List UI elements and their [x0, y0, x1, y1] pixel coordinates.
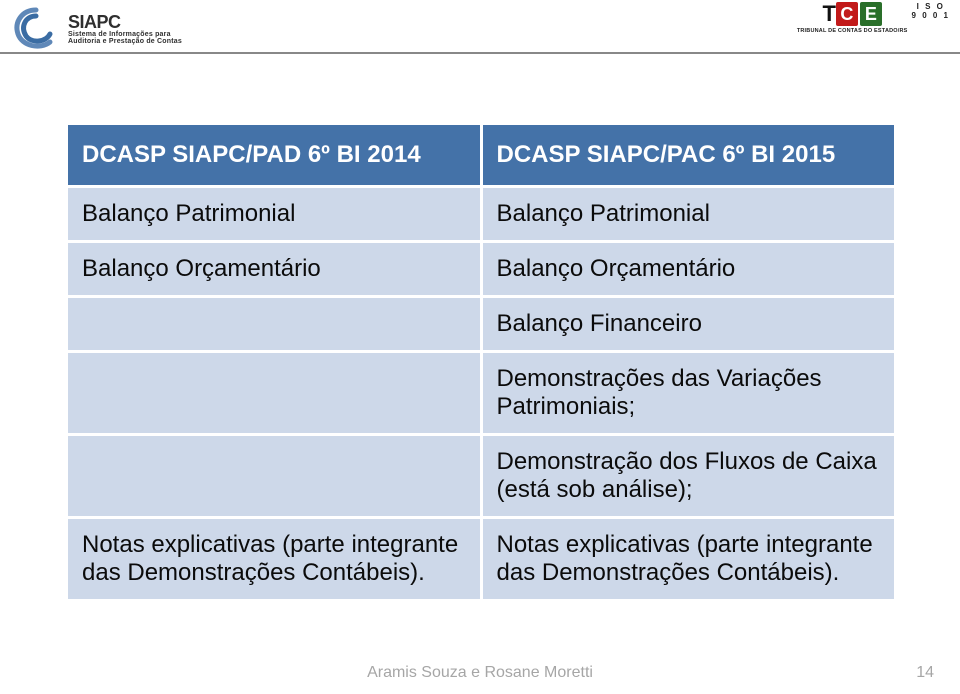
table-row: Notas explicativas (parte integrante das… [68, 518, 894, 600]
siapc-swirl-icon [12, 6, 60, 52]
tce-logo-main: T C E TRIBUNAL DE CONTAS DO ESTADO/RS [797, 2, 908, 34]
tce-t-letter: T [822, 2, 833, 26]
siapc-text: SIAPC Sistema de Informações para Audito… [68, 13, 182, 45]
header-divider [0, 52, 960, 54]
siapc-logo: SIAPC Sistema de Informações para Audito… [12, 6, 182, 52]
table-cell [68, 297, 481, 352]
table-cell: Notas explicativas (parte integrante das… [481, 518, 894, 600]
iso-badge: I S O 9 0 0 1 [912, 2, 950, 20]
table-cell: Notas explicativas (parte integrante das… [68, 518, 481, 600]
tce-e-letter: E [860, 2, 882, 26]
tce-logo: T C E TRIBUNAL DE CONTAS DO ESTADO/RS I … [797, 2, 950, 34]
table-cell: Demonstração dos Fluxos de Caixa (está s… [481, 435, 894, 518]
iso-bottom: 9 0 0 1 [912, 11, 950, 20]
header: SIAPC Sistema de Informações para Audito… [0, 0, 960, 58]
table-row: Demonstração dos Fluxos de Caixa (está s… [68, 435, 894, 518]
siapc-title: SIAPC [68, 13, 182, 31]
tce-subtitle: TRIBUNAL DE CONTAS DO ESTADO/RS [797, 28, 908, 34]
table-cell: Demonstrações das Variações Patrimoniais… [481, 352, 894, 435]
table-header-cell: DCASP SIAPC/PAC 6º BI 2015 [481, 124, 894, 187]
table-header-cell: DCASP SIAPC/PAD 6º BI 2014 [68, 124, 481, 187]
table-cell [68, 435, 481, 518]
dcasp-table: DCASP SIAPC/PAD 6º BI 2014 DCASP SIAPC/P… [68, 122, 894, 599]
siapc-subtitle-line2: Auditoria e Prestação de Contas [68, 38, 182, 45]
table-cell: Balanço Financeiro [481, 297, 894, 352]
table-cell: Balanço Patrimonial [481, 187, 894, 242]
iso-top: I S O [917, 2, 945, 11]
page-number: 14 [916, 664, 934, 682]
table-row: Demonstrações das Variações Patrimoniais… [68, 352, 894, 435]
table-cell: Balanço Orçamentário [68, 242, 481, 297]
tce-c-letter: C [836, 2, 858, 26]
table-row: Balanço OrçamentárioBalanço Orçamentário [68, 242, 894, 297]
table-cell [68, 352, 481, 435]
siapc-subtitle-line1: Sistema de Informações para [68, 31, 182, 38]
table-row: Balanço PatrimonialBalanço Patrimonial [68, 187, 894, 242]
table-header-row: DCASP SIAPC/PAD 6º BI 2014 DCASP SIAPC/P… [68, 124, 894, 187]
table-cell: Balanço Orçamentário [481, 242, 894, 297]
table-body: Balanço PatrimonialBalanço PatrimonialBa… [68, 187, 894, 600]
table-row: Balanço Financeiro [68, 297, 894, 352]
content: DCASP SIAPC/PAD 6º BI 2014 DCASP SIAPC/P… [68, 122, 894, 599]
table-cell: Balanço Patrimonial [68, 187, 481, 242]
footer-text: Aramis Souza e Rosane Moretti [0, 664, 960, 682]
tce-blocks: T C E [822, 2, 881, 26]
